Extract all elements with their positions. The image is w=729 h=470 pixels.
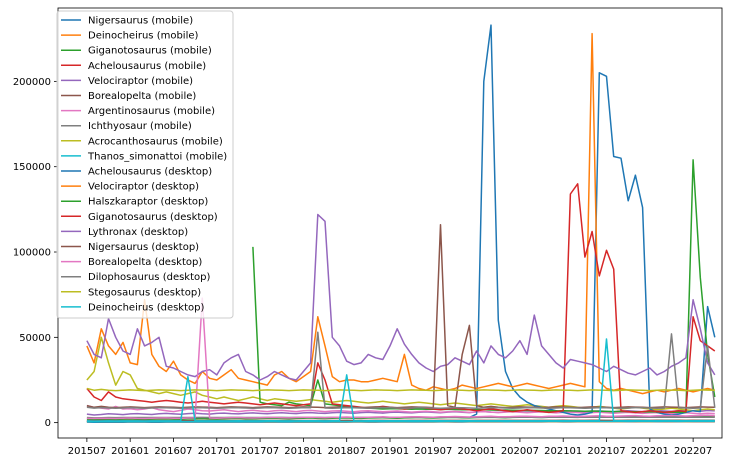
legend-label: Ichthyosaur (mobile)	[88, 121, 192, 132]
y-tick-label: 200000	[13, 77, 51, 88]
legend-label: Borealopelta (desktop)	[88, 257, 202, 268]
legend-label: Deinocheirus (desktop)	[88, 302, 204, 313]
y-tick-label: 150000	[13, 162, 51, 173]
x-tick-label: 201807	[328, 446, 366, 457]
legend-label: Achelousaurus (desktop)	[88, 167, 212, 178]
x-tick-label: 202207	[674, 446, 712, 457]
x-tick-label: 202007	[501, 446, 539, 457]
legend-label: Halszkaraptor (desktop)	[88, 197, 208, 208]
legend-label: Velociraptor (mobile)	[88, 76, 193, 87]
legend-label: Stegosaurus (desktop)	[88, 287, 201, 298]
legend-label: Giganotosaurus (mobile)	[88, 46, 212, 57]
x-tick-label: 201907	[414, 446, 452, 457]
x-tick-label: 202107	[587, 446, 625, 457]
legend-label: Achelousaurus (mobile)	[88, 61, 206, 72]
legend-label: Nigersaurus (desktop)	[88, 242, 199, 253]
x-tick-label: 201901	[371, 446, 409, 457]
legend-label: Thanos_simonattoi (mobile)	[87, 151, 227, 162]
legend-label: Argentinosaurus (mobile)	[88, 106, 215, 117]
x-tick-label: 201507	[68, 446, 106, 457]
legend-label: Velociraptor (desktop)	[88, 182, 199, 193]
x-tick-label: 201701	[198, 446, 236, 457]
x-tick-label: 201801	[284, 446, 322, 457]
legend-label: Giganotosaurus (desktop)	[88, 212, 218, 223]
legend-label: Dilophosaurus (desktop)	[88, 272, 210, 283]
x-tick-label: 202001	[458, 446, 496, 457]
legend-label: Nigersaurus (mobile)	[88, 16, 193, 27]
x-tick-label: 201607	[154, 446, 192, 457]
legend-label: Acrocanthosaurus (mobile)	[88, 136, 223, 147]
x-tick-label: 201601	[111, 446, 149, 457]
legend-label: Deinocheirus (mobile)	[88, 31, 199, 42]
y-tick-label: 100000	[13, 248, 51, 259]
legend-label: Borealopelta (mobile)	[88, 91, 196, 102]
x-tick-label: 201707	[241, 446, 279, 457]
legend: Nigersaurus (mobile) Deinocheirus (mobile…	[57, 11, 233, 318]
y-tick-label: 50000	[19, 333, 51, 344]
y-tick-label: 0	[45, 418, 51, 429]
x-tick-label: 202101	[544, 446, 582, 457]
legend-label: Lythronax (desktop)	[88, 227, 188, 238]
x-tick-label: 202201	[631, 446, 669, 457]
